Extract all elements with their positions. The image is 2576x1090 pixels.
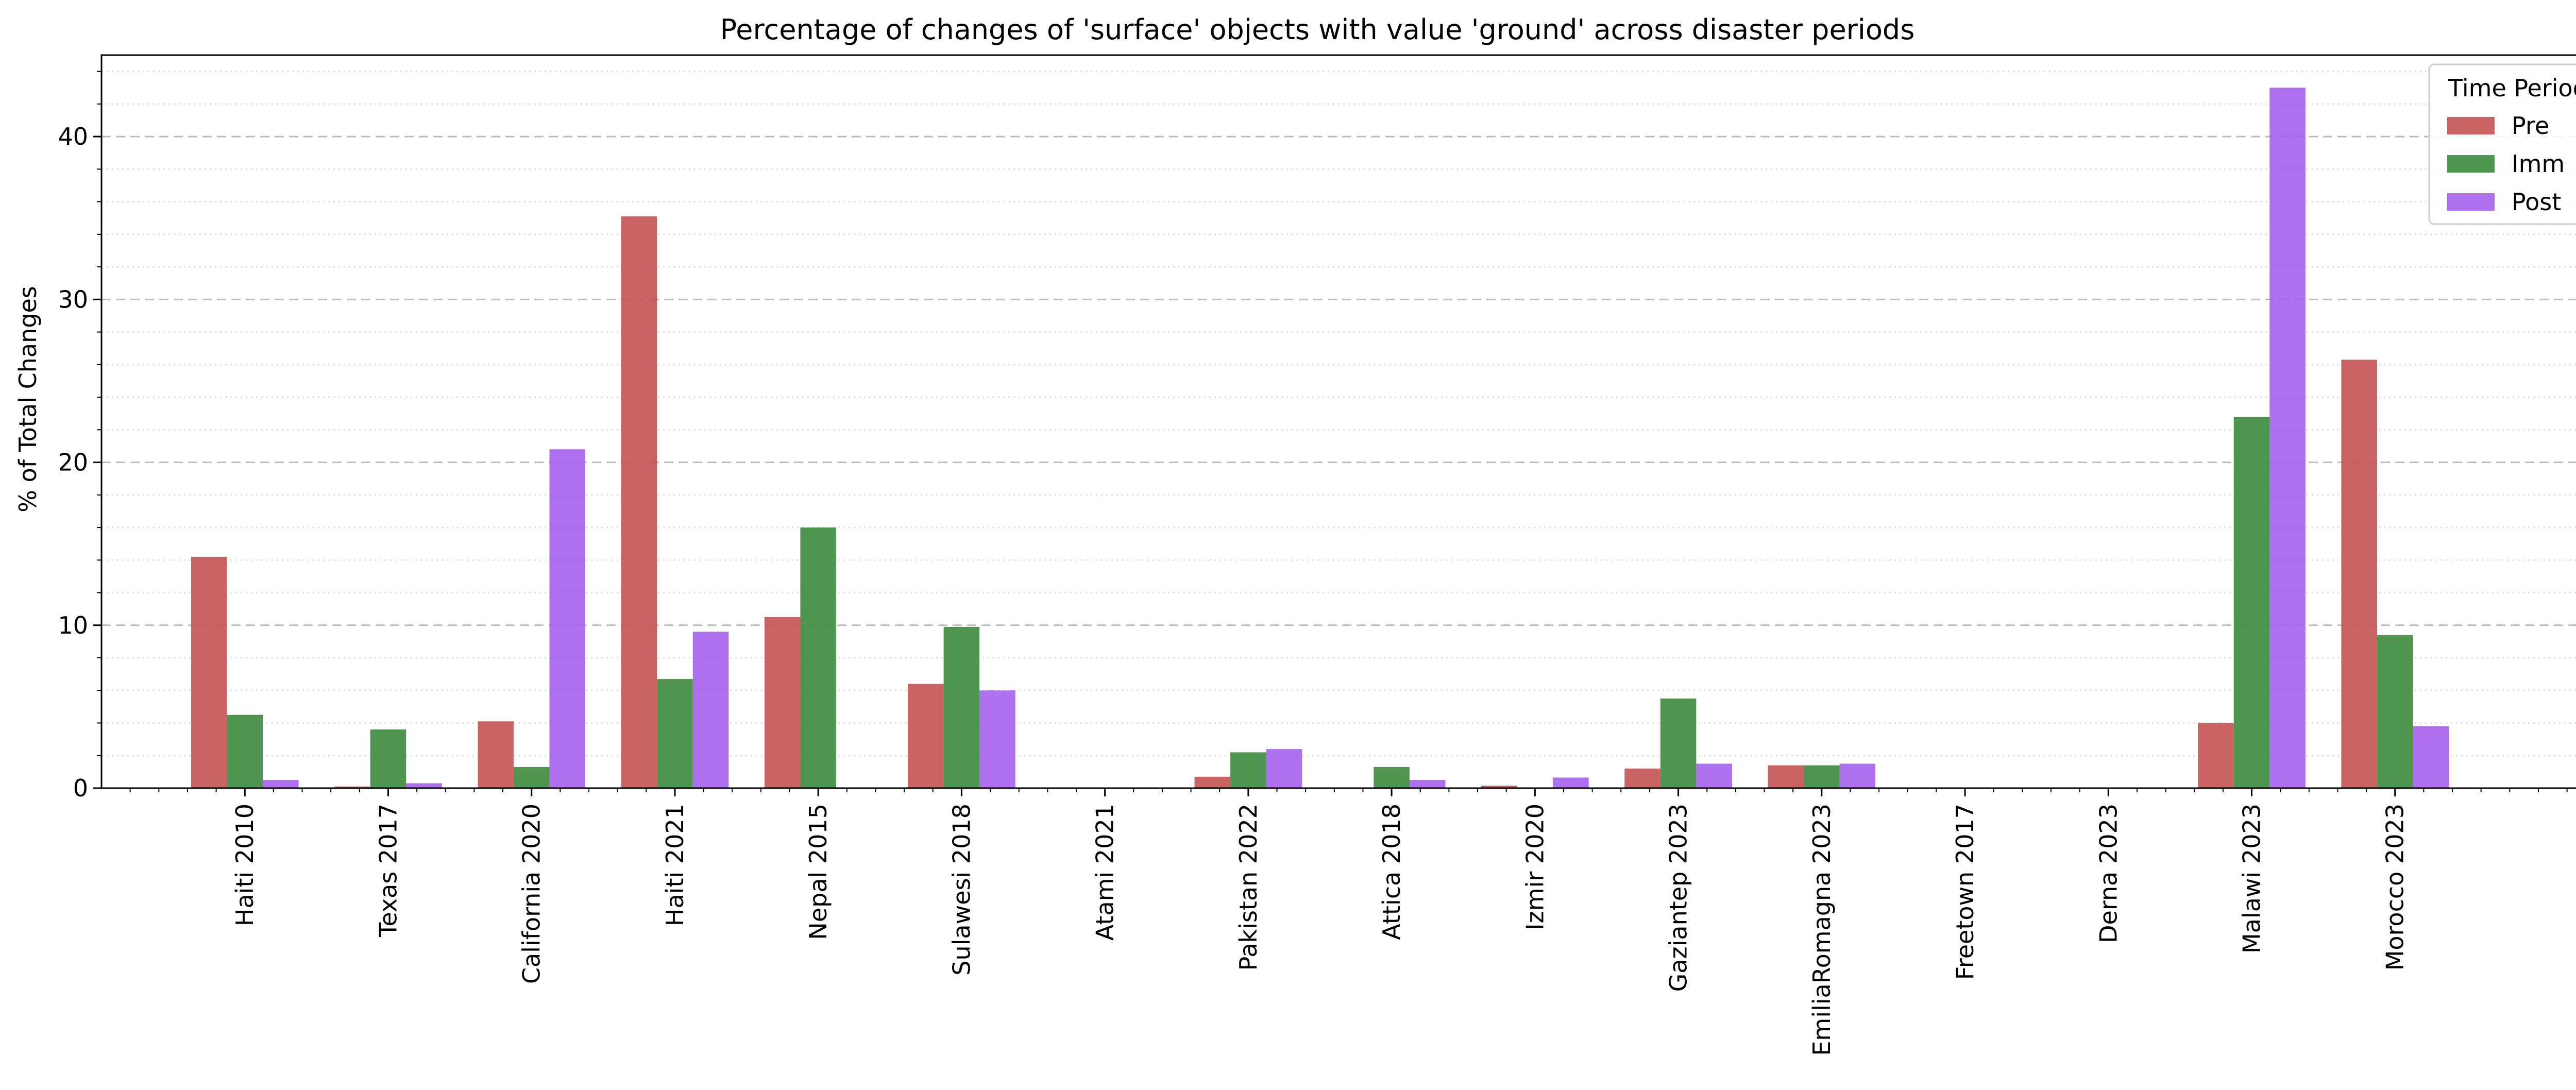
bar-imm <box>227 714 263 788</box>
legend-label-post: Post <box>2512 188 2561 216</box>
bar-post <box>2269 88 2306 789</box>
bar-imm <box>1804 765 1840 788</box>
x-tick-label: California 2020 <box>518 804 546 984</box>
bar-imm <box>800 527 836 788</box>
x-tick-label: Pakistan 2022 <box>1234 804 1262 970</box>
bar-imm <box>943 626 980 788</box>
bar-imm <box>657 679 693 788</box>
bar-post <box>1696 763 1732 788</box>
bar-post <box>549 449 586 788</box>
bar-imm <box>1660 699 1697 788</box>
x-tick-label: EmiliaRomagna 2023 <box>1808 804 1836 1056</box>
bar-pre <box>621 216 657 788</box>
y-tick-label: 10 <box>58 611 88 639</box>
legend-title: Time Period <box>2448 74 2576 102</box>
bar-pre <box>1624 769 1660 788</box>
legend-label-imm: Imm <box>2512 150 2565 178</box>
bar-imm <box>2377 635 2413 788</box>
y-axis-label: % of Total Changes <box>14 286 42 512</box>
y-tick-label: 20 <box>58 449 88 476</box>
x-tick-label: Malawi 2023 <box>2238 804 2266 953</box>
x-tick-label: Gaziantep 2023 <box>1665 804 1692 992</box>
x-tick-label: Haiti 2021 <box>661 804 689 926</box>
bar-post <box>1553 777 1589 788</box>
bar-post <box>263 780 299 788</box>
legend-frame <box>2428 63 2576 225</box>
bar-post <box>979 690 1015 788</box>
plot-frame <box>100 54 2576 789</box>
bars <box>191 88 2449 789</box>
bar-pre <box>1194 776 1231 788</box>
bar-pre <box>1481 786 1517 788</box>
x-tick-label: Sulawesi 2018 <box>947 804 975 976</box>
legend-swatch-imm <box>2447 155 2495 173</box>
x-tick-label: Derna 2023 <box>2094 804 2122 943</box>
bar-imm <box>513 767 550 788</box>
y-tick-label: 40 <box>58 123 88 150</box>
x-tick-label: Texas 2017 <box>374 804 402 938</box>
grid <box>101 71 2576 757</box>
y-tick-label: 0 <box>73 774 88 802</box>
bar-pre <box>334 786 370 788</box>
bar-pre <box>191 556 227 788</box>
bar-post <box>1266 749 1302 788</box>
bar-imm <box>1374 767 1410 788</box>
x-tick-label: Morocco 2023 <box>2381 804 2409 970</box>
legend-swatch-post <box>2447 193 2495 211</box>
bar-pre <box>478 721 514 788</box>
bar-pre <box>2198 723 2234 788</box>
x-tick-label: Haiti 2010 <box>231 804 259 926</box>
bar-post <box>692 632 729 788</box>
bar-post <box>1839 763 1876 788</box>
bar-imm <box>370 729 406 788</box>
legend-swatch-pre <box>2447 117 2495 134</box>
x-tick-label: Izmir 2020 <box>1521 804 1549 930</box>
bar-post <box>406 783 442 788</box>
x-tick-label: Nepal 2015 <box>804 804 832 940</box>
bar-pre <box>1768 765 1804 788</box>
chart-title: Percentage of changes of 'surface' objec… <box>720 13 1915 46</box>
bar-pre <box>908 684 944 788</box>
x-tick-label: Attica 2018 <box>1378 804 1405 940</box>
bar-post <box>2413 726 2449 788</box>
bar-pre <box>2341 360 2377 788</box>
y-tick-label: 30 <box>58 285 88 313</box>
ticks: 0 10 20 30 40 Haiti 2010 Texas 2017 California … <box>58 71 2568 1056</box>
x-tick-label: Atami 2021 <box>1091 804 1119 941</box>
x-tick-label: Freetown 2017 <box>1951 804 1979 980</box>
legend: Time Period Pre Imm Post <box>2428 63 2576 225</box>
bar-pre <box>764 617 801 788</box>
bar-imm <box>1230 752 1266 788</box>
bar-post <box>1409 780 1446 788</box>
bar-imm <box>2233 417 2270 788</box>
legend-label-pre: Pre <box>2512 112 2549 140</box>
